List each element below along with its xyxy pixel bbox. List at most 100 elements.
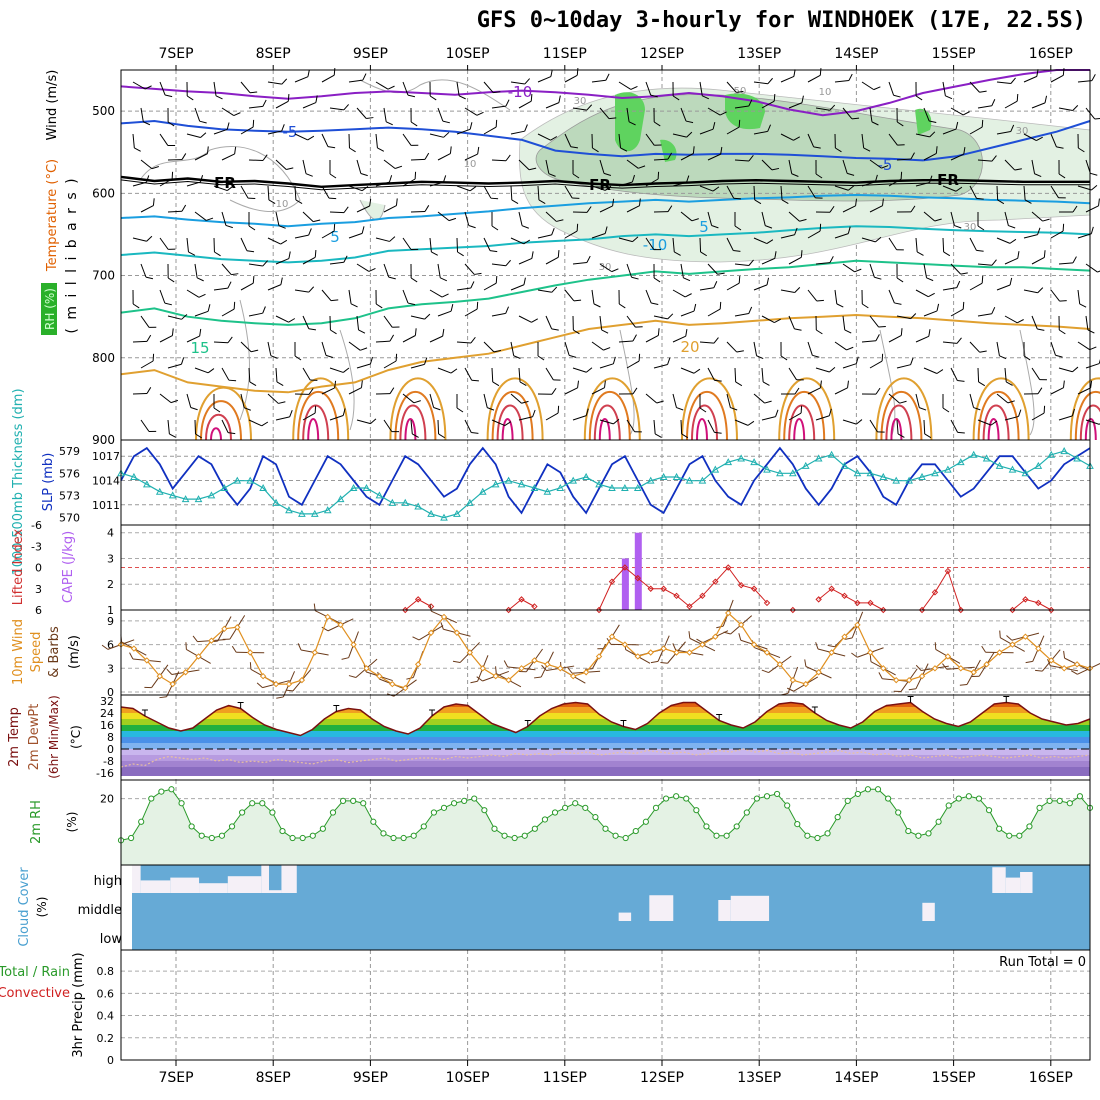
- wind-barb: [996, 393, 1015, 404]
- wind-barb: [329, 206, 349, 214]
- wind-speed-point: [130, 645, 138, 652]
- barb-shaft: [537, 289, 552, 293]
- barb-shaft: [591, 341, 604, 351]
- barb-shaft: [545, 102, 560, 109]
- barb-flag: [314, 405, 317, 414]
- barb-shaft: [537, 76, 552, 83]
- rh-point: [703, 823, 710, 830]
- rh-point: [1016, 832, 1023, 839]
- barb-flag: [152, 353, 155, 362]
- barb-shaft: [969, 341, 980, 353]
- wind-barb: [240, 341, 259, 353]
- wind-barb: [429, 289, 449, 298]
- rh-point: [511, 834, 518, 842]
- li-point: [673, 592, 680, 600]
- barb-flag: [991, 155, 997, 162]
- barb-flag: [957, 431, 965, 434]
- barb-shaft: [375, 340, 391, 343]
- barb-shaft: [213, 185, 228, 192]
- barb-shaft: [699, 81, 703, 96]
- barb-flag: [181, 314, 188, 320]
- barb-flag: [719, 301, 722, 310]
- barb-flag: [307, 69, 310, 77]
- wind-barb: [1085, 198, 1100, 213]
- wind-speed-point: [686, 649, 693, 656]
- barb-shaft: [761, 100, 775, 109]
- wind-barb: [761, 211, 773, 229]
- barb-flag: [774, 251, 777, 259]
- barb-flag: [414, 328, 417, 336]
- barb-flag: [556, 219, 564, 222]
- wind-barb: [753, 124, 772, 135]
- barb-shaft: [950, 367, 958, 381]
- barb-shaft: [950, 211, 955, 226]
- barb-flag: [943, 251, 951, 257]
- barb-flag: [812, 354, 820, 358]
- barb-flag: [190, 407, 198, 411]
- barb-flag: [794, 387, 800, 395]
- pressure-tick-label: 500: [92, 104, 115, 118]
- barb-shaft: [402, 237, 412, 250]
- barb-shaft: [807, 133, 815, 148]
- barb-shaft: [1058, 262, 1073, 265]
- barb-shaft: [653, 315, 668, 320]
- boundary-isotherm: [307, 418, 320, 441]
- barb-shaft: [599, 315, 603, 330]
- barb-flag: [720, 146, 723, 155]
- barb-flag: [207, 304, 211, 312]
- barb-shaft: [1004, 100, 1018, 109]
- barb-flag: [213, 407, 221, 413]
- rh-point: [350, 797, 357, 804]
- barb-shaft: [699, 185, 714, 192]
- wind-speed-point: [234, 624, 241, 631]
- barb-flag: [844, 329, 852, 334]
- barb-shaft: [221, 308, 235, 317]
- isotherm-line: [120, 225, 1091, 264]
- wind-barb: [888, 393, 907, 404]
- wind-barb: [599, 107, 617, 120]
- barb-flag: [424, 357, 428, 365]
- rh-point: [138, 818, 145, 825]
- li-point: [815, 596, 822, 603]
- barb-flag: [281, 124, 285, 132]
- barb-shaft: [996, 284, 1011, 291]
- wind-barb: [942, 280, 961, 291]
- barb-flag: [531, 318, 539, 323]
- barb-flag: [234, 146, 237, 155]
- li-point: [1035, 599, 1042, 607]
- barb-flag: [991, 259, 997, 266]
- wind-barb: [221, 367, 237, 382]
- barb-flag: [573, 329, 580, 335]
- wind-barb: [869, 198, 884, 213]
- wind-barb: [456, 336, 476, 344]
- barb-flag: [767, 77, 773, 85]
- surface-wind-barb: [999, 630, 1025, 652]
- wind-barb: [1085, 419, 1100, 425]
- barb-shaft: [510, 284, 525, 291]
- barb-flag: [863, 147, 871, 152]
- barb-shaft: [240, 126, 254, 135]
- barb-shaft: [599, 205, 613, 213]
- temp-band: [121, 725, 1090, 731]
- wind-speed-point: [763, 649, 771, 656]
- wind-barb: [861, 133, 871, 152]
- li-point: [634, 574, 642, 582]
- wind-barb: [537, 133, 558, 141]
- isotherm-label: -5: [283, 123, 298, 141]
- wind-barb: [977, 99, 996, 109]
- wind-speed-point: [389, 680, 396, 688]
- barb-flag: [248, 225, 256, 231]
- rh-point: [400, 834, 407, 842]
- rh-point: [804, 832, 811, 839]
- barb-flag: [1059, 300, 1067, 302]
- barb-flag: [929, 120, 937, 123]
- wind-barb: [159, 81, 173, 98]
- wind-barb: [383, 315, 400, 328]
- barb-shaft: [699, 128, 714, 135]
- cloud-level-label: low: [100, 932, 123, 947]
- wind-barb: [896, 263, 904, 283]
- barb-shaft: [348, 289, 352, 304]
- wind-barb: [545, 367, 561, 381]
- barb-flag: [676, 407, 684, 411]
- wind-barb: [221, 301, 236, 317]
